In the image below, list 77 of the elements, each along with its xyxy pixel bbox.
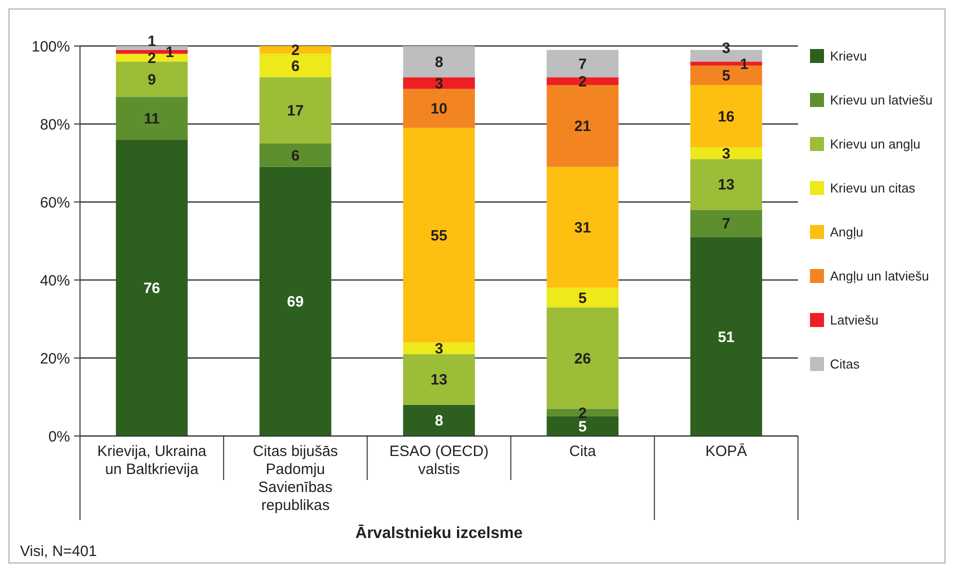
x-tick-label: KOPĀ bbox=[705, 443, 748, 460]
legend-label: Angļu bbox=[830, 224, 864, 240]
y-tick-label: 40% bbox=[40, 272, 70, 290]
data-label: 7 bbox=[578, 56, 587, 73]
legend-label: Krievu bbox=[830, 48, 867, 64]
x-tick-label: Citas bijušās Padomju Savienības republikas bbox=[252, 443, 338, 514]
bar bbox=[546, 166, 618, 288]
data-label: 26 bbox=[574, 350, 591, 368]
bar bbox=[260, 166, 332, 436]
legend-label: Krievu un angļu bbox=[830, 136, 920, 152]
bar bbox=[546, 85, 618, 167]
bar bbox=[403, 342, 475, 354]
y-tick-label: 60% bbox=[40, 194, 70, 212]
data-label: 9 bbox=[148, 71, 156, 88]
bar bbox=[546, 288, 618, 308]
data-label: 2 bbox=[291, 42, 300, 60]
data-label: 21 bbox=[574, 118, 591, 136]
y-tick-label: 80% bbox=[40, 116, 70, 134]
bar bbox=[116, 140, 188, 436]
bar bbox=[403, 354, 475, 405]
data-label: 76 bbox=[143, 280, 160, 298]
data-label: 2 bbox=[578, 73, 587, 90]
x-tick-label: Krievija, Ukraina un Baltkrievija bbox=[97, 443, 208, 478]
bar bbox=[403, 77, 475, 89]
bar bbox=[546, 408, 618, 416]
data-label: 7 bbox=[722, 216, 730, 233]
bar bbox=[116, 96, 188, 140]
data-label: 31 bbox=[574, 220, 591, 237]
bar bbox=[546, 416, 618, 436]
bar bbox=[116, 62, 188, 97]
data-label: 13 bbox=[430, 372, 448, 389]
x-tick-label: Cita bbox=[569, 443, 597, 460]
bar bbox=[690, 210, 762, 238]
data-label: 6 bbox=[291, 58, 300, 75]
bar bbox=[403, 128, 475, 342]
bar bbox=[546, 50, 618, 78]
bar bbox=[403, 404, 475, 436]
legend-label: Angļu un latviešu bbox=[830, 268, 930, 284]
data-label: 10 bbox=[430, 100, 448, 118]
legend-label: Krievu un latviešu bbox=[830, 92, 933, 108]
y-tick-label: 0% bbox=[48, 428, 70, 446]
x-tick-label: ESAO (OECD) valstis bbox=[389, 443, 489, 478]
data-label: 5 bbox=[722, 68, 730, 84]
y-tick-label: 100% bbox=[32, 38, 70, 56]
data-label: 13 bbox=[718, 176, 735, 194]
bar bbox=[546, 77, 618, 85]
data-label: 2 bbox=[148, 50, 156, 67]
data-label: 16 bbox=[718, 108, 735, 126]
bar bbox=[260, 144, 332, 167]
legend-label: Latviešu bbox=[830, 312, 878, 328]
bar bbox=[403, 88, 475, 128]
data-label: 55 bbox=[430, 227, 448, 244]
data-label: 8 bbox=[434, 54, 444, 71]
bar bbox=[690, 237, 762, 436]
bar bbox=[260, 46, 332, 54]
data-label: 5 bbox=[578, 290, 587, 307]
bar bbox=[403, 46, 475, 78]
legend-label: Krievu un citas bbox=[830, 180, 916, 196]
data-label: 3 bbox=[434, 340, 444, 358]
legend-label: Citas bbox=[830, 356, 860, 372]
bar bbox=[690, 159, 762, 210]
text: Visi, N=401 bbox=[20, 543, 97, 560]
bar bbox=[260, 77, 332, 144]
data-label: 17 bbox=[287, 102, 304, 120]
bar bbox=[546, 307, 618, 409]
data-label: 69 bbox=[287, 294, 304, 311]
y-tick-label: 20% bbox=[40, 350, 70, 368]
bar bbox=[690, 85, 762, 148]
data-label: 6 bbox=[291, 147, 300, 164]
data-label: 3 bbox=[434, 75, 444, 92]
data-label: 11 bbox=[144, 110, 160, 128]
data-label: 51 bbox=[718, 328, 735, 346]
data-label: 8 bbox=[434, 412, 444, 430]
data-label: 3 bbox=[722, 146, 730, 162]
x-axis-title: Ārvalstnieku izcelsme bbox=[355, 524, 523, 542]
bar bbox=[690, 147, 762, 160]
bar bbox=[260, 54, 332, 78]
